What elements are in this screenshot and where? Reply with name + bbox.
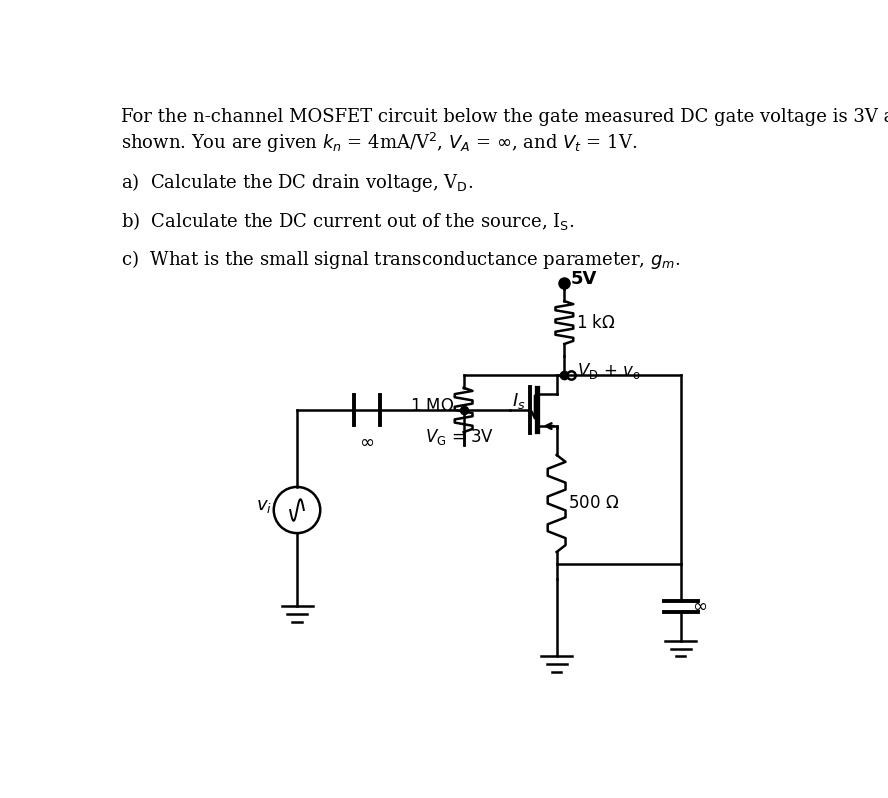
Text: $\infty$: $\infty$ [359, 433, 375, 451]
Text: 500 $\Omega$: 500 $\Omega$ [568, 495, 620, 512]
Text: b)  Calculate the DC current out of the source, I$_\mathrm{S}$.: b) Calculate the DC current out of the s… [121, 210, 575, 231]
Text: c)  What is the small signal transconductance parameter, $g_m$.: c) What is the small signal transconduct… [121, 248, 680, 271]
Text: $V_\mathrm{G}$ = 3V: $V_\mathrm{G}$ = 3V [425, 427, 495, 447]
Text: shown. You are given $k_n$ = 4mA/V$^2$, $V_A$ = $\infty$, and $V_t$ = 1V.: shown. You are given $k_n$ = 4mA/V$^2$, … [121, 131, 638, 156]
Text: 1 k$\Omega$: 1 k$\Omega$ [576, 314, 615, 331]
Text: For the n-channel MOSFET circuit below the gate measured DC gate voltage is 3V a: For the n-channel MOSFET circuit below t… [121, 108, 888, 126]
Text: $v_i$: $v_i$ [257, 497, 273, 516]
Text: 5V: 5V [571, 270, 597, 288]
Text: 1 M$\Omega$: 1 M$\Omega$ [410, 397, 455, 415]
Text: $I_s$: $I_s$ [512, 391, 526, 411]
Text: a)  Calculate the DC drain voltage, V$_\mathrm{D}$.: a) Calculate the DC drain voltage, V$_\m… [121, 172, 473, 194]
Text: $\infty$: $\infty$ [693, 597, 708, 615]
Text: $V_\mathrm{D}$ + $v_\mathrm{o}$: $V_\mathrm{D}$ + $v_\mathrm{o}$ [577, 361, 640, 381]
